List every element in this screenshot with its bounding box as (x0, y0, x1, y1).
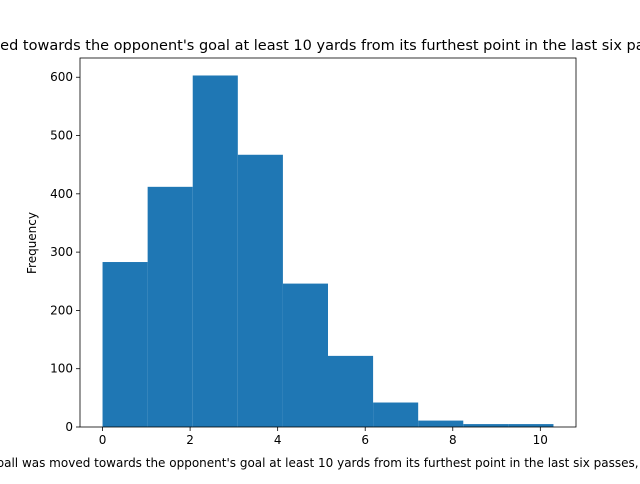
y-tick-label: 200 (50, 303, 73, 317)
histogram-bar (328, 355, 374, 427)
histogram-bar (463, 424, 509, 427)
chart-title: Number of times the ball was moved towar… (0, 38, 640, 54)
x-tick-label: 10 (533, 433, 548, 447)
y-tick-label: 400 (50, 187, 73, 201)
y-tick-label: 100 (50, 362, 73, 376)
x-tick-label: 2 (186, 433, 194, 447)
plot-frame (79, 57, 577, 428)
x-axis-label: Number of times the ball was moved towar… (0, 456, 640, 470)
histogram-bar (102, 262, 148, 427)
histogram-bar (418, 420, 464, 427)
x-tick-label: 6 (361, 433, 369, 447)
histogram-bar (282, 283, 328, 427)
x-tick-label: 8 (449, 433, 457, 447)
x-tick-label: 0 (99, 433, 107, 447)
x-tick-label: 4 (274, 433, 282, 447)
bars-group (102, 75, 554, 428)
histogram-bar (373, 402, 419, 427)
y-tick-label: 600 (50, 70, 73, 84)
histogram-bar (147, 186, 193, 427)
y-axis-label: Frequency (25, 212, 39, 274)
histogram-bar (237, 154, 283, 428)
y-tick-label: 300 (50, 245, 73, 259)
y-tick-label: 500 (50, 129, 73, 143)
histogram-bar (192, 75, 238, 427)
histogram-bar (508, 424, 554, 427)
y-tick-label: 0 (65, 420, 73, 434)
